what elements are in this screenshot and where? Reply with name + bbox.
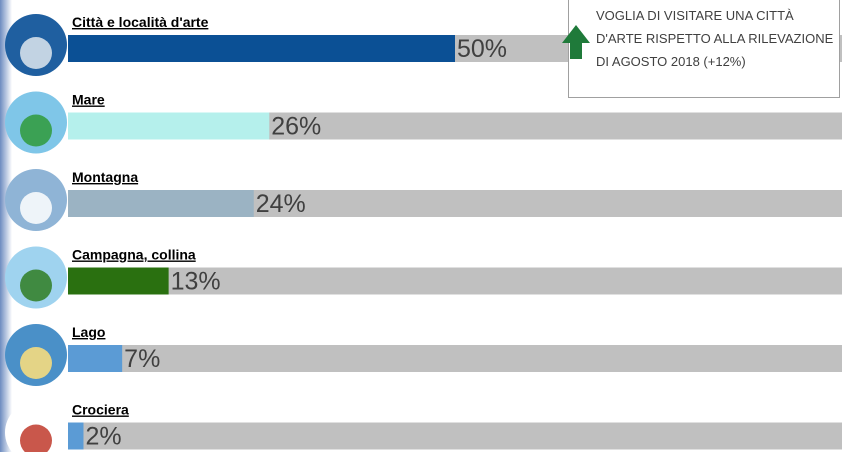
icons [5,14,67,452]
value-label: 2% [85,423,121,451]
bar [68,423,83,450]
up-arrow [561,23,591,63]
bar [68,268,169,295]
page: Città e località d'arte 50% Mare 26% Montagn… [0,0,842,452]
value-label: 50% [457,35,507,63]
category-label: Montagna [72,169,138,185]
category-label: Lago [72,324,105,340]
category-label: Città e località d'arte [72,14,209,30]
bar [68,113,269,140]
value-label: 13% [171,268,221,296]
category-label: Campagna, collina [72,247,196,263]
value-label: 7% [124,345,160,373]
category-label: Crociera [72,402,129,418]
category-icon-detail [20,192,52,224]
category-icon-detail [20,37,52,69]
track [68,345,842,372]
category-label: Mare [72,92,105,108]
track [68,423,842,450]
bar [68,345,122,372]
side-strip [0,0,12,452]
annotation-box: VOGLIA DI VISITARE UNA CITTÀ D'ARTE RISP… [568,0,840,98]
category-icon-detail [20,115,52,147]
value-label: 26% [271,113,321,141]
value-label: 24% [256,190,306,218]
annotation-text: VOGLIA DI VISITARE UNA CITTÀ D'ARTE RISP… [596,4,838,73]
category-icon-detail [20,347,52,379]
category-icon-detail [20,270,52,302]
bar [68,35,455,62]
bar [68,190,254,217]
